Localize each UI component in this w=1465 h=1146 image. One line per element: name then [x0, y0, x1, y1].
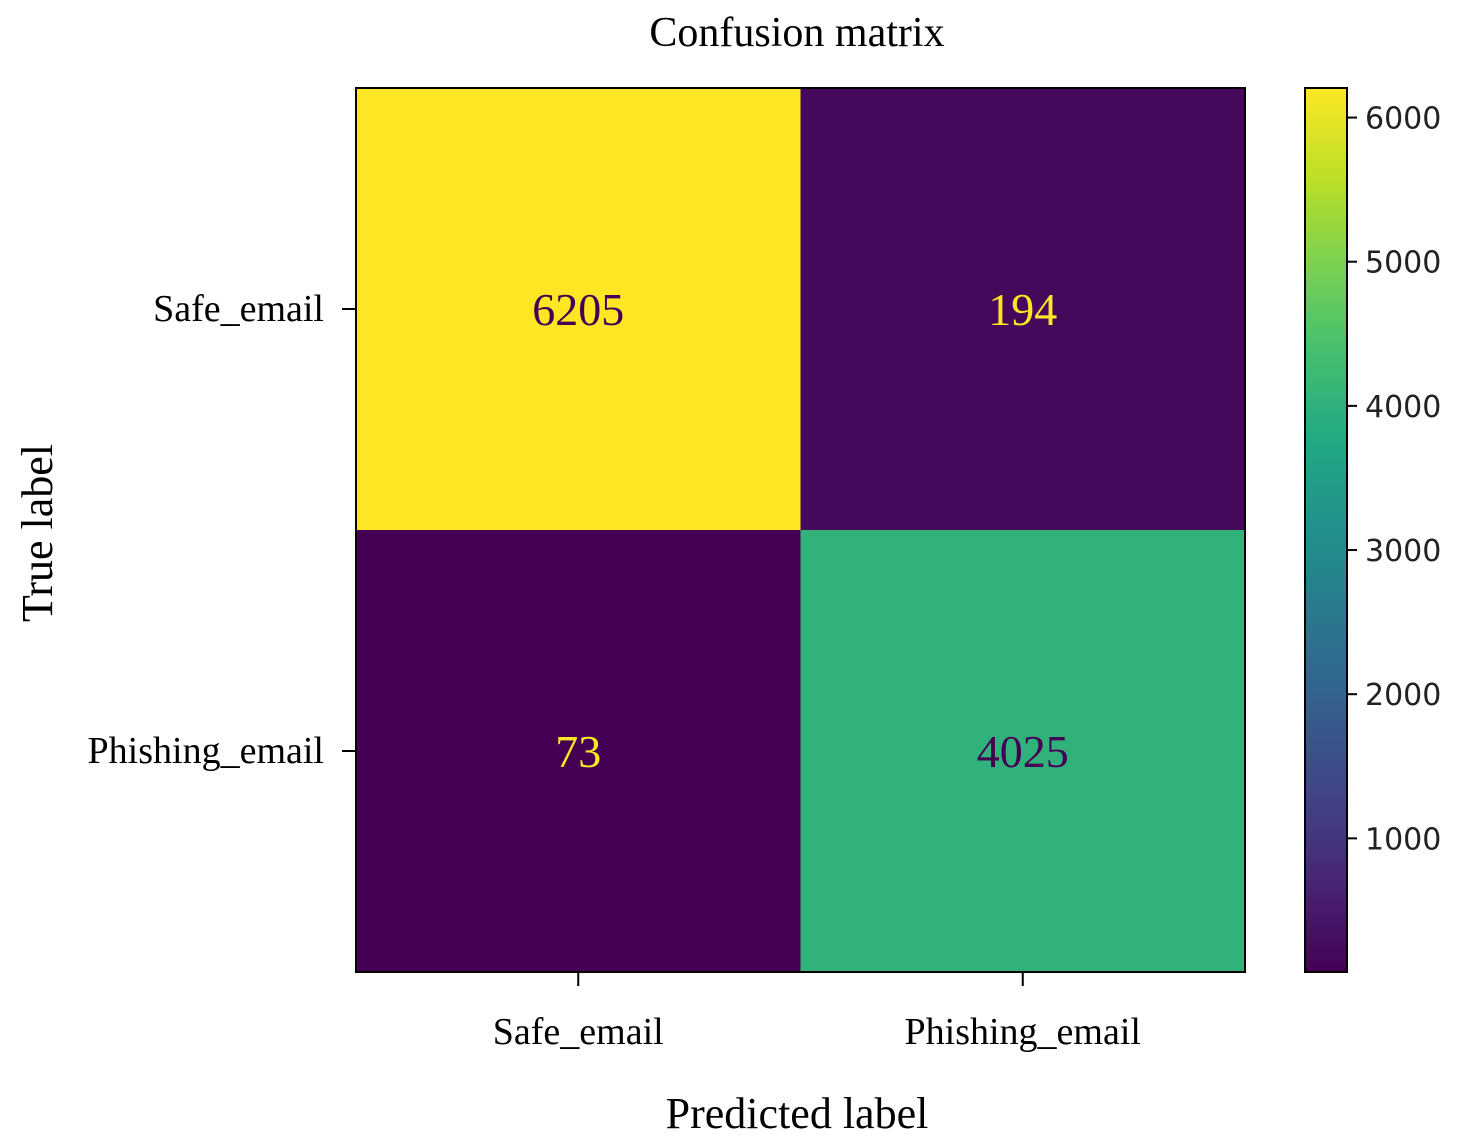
colorbar-tick-label: 6000: [1365, 102, 1441, 137]
plot-frame: [355, 87, 1246, 973]
cell-value-label: 194: [988, 284, 1057, 335]
colorbar-ticks: 1000 2000 3000 4000 5000 6000: [1347, 102, 1441, 857]
y-axis-ticks: Safe_email Phishing_email: [88, 288, 356, 772]
x-tick-label: Safe_email: [493, 1011, 664, 1053]
colorbar-tick-label: 2000: [1365, 678, 1441, 713]
heatmap-cell: [356, 530, 801, 972]
x-axis-ticks: Safe_email Phishing_email: [493, 972, 1141, 1053]
heatmap-cell: [800, 530, 1245, 972]
colorbar-tick-label: 5000: [1365, 246, 1441, 281]
y-tick-label: Safe_email: [153, 288, 324, 330]
x-tick-label: Phishing_email: [905, 1011, 1141, 1053]
y-tick-label: Phishing_email: [88, 730, 324, 772]
heatmap-cell: [356, 88, 801, 530]
y-axis-label: True label: [13, 444, 62, 622]
colorbar: [1304, 87, 1348, 973]
chart-title: Confusion matrix: [649, 10, 944, 56]
colorbar-tick-label: 4000: [1365, 390, 1441, 425]
cell-value-label: 6205: [532, 284, 624, 335]
cell-value-labels: 6205 194 73 4025: [532, 284, 1069, 777]
cell-value-label: 73: [555, 726, 601, 777]
colorbar-tick-label: 1000: [1365, 822, 1441, 857]
x-axis-label: Predicted label: [666, 1089, 929, 1138]
heatmap-cell: [800, 88, 1245, 530]
cell-value-label: 4025: [977, 726, 1069, 777]
colorbar-tick-label: 3000: [1365, 534, 1441, 569]
heatmap-cells: [356, 88, 1245, 972]
